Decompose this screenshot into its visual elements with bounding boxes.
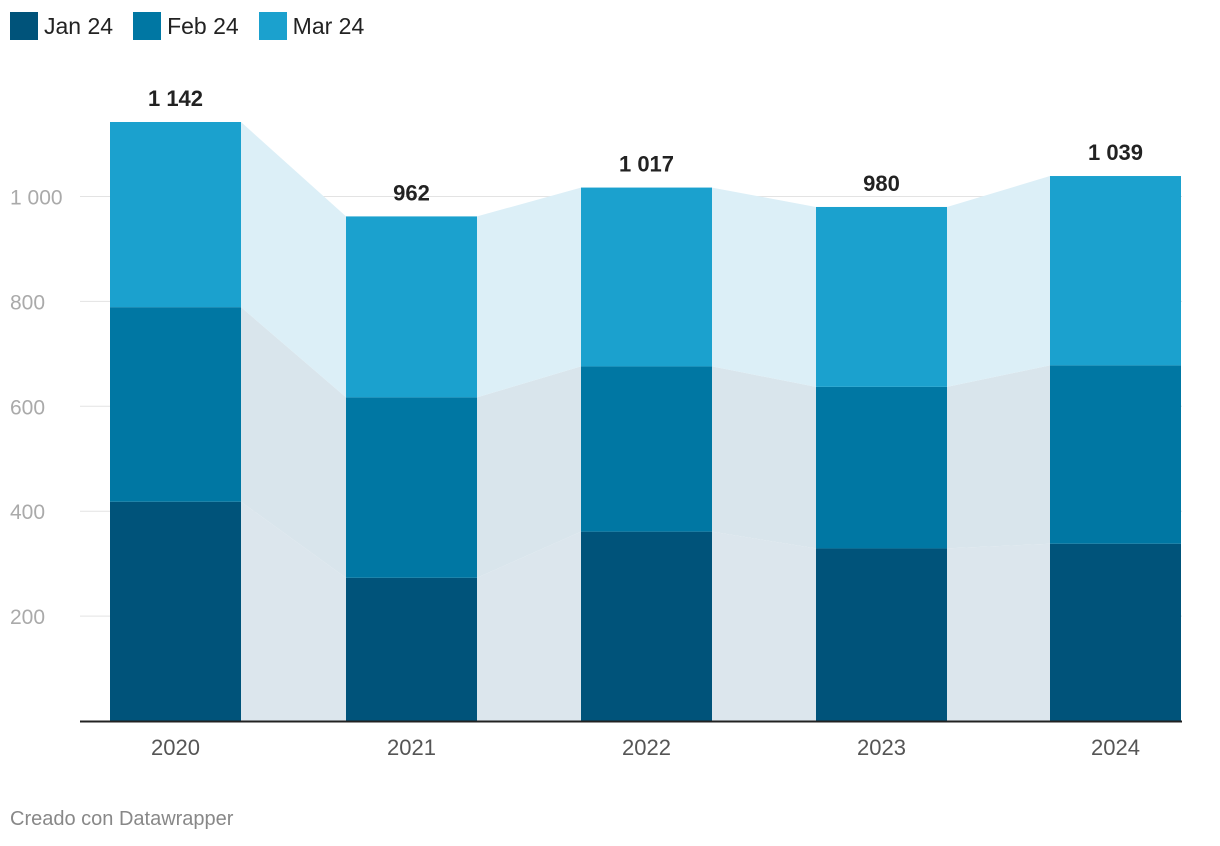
y-tick-label-800: 800: [10, 291, 45, 314]
x-tick-label-2024: 2024: [1091, 735, 1140, 760]
legend-label-feb-24: Feb 24: [167, 12, 239, 39]
legend-label-jan-24: Jan 24: [44, 12, 114, 39]
bar-2020-jan-24: [110, 501, 241, 721]
legend-label-mar-24: Mar 24: [292, 12, 365, 39]
legend-swatch-feb-24: [133, 12, 162, 40]
bar-2024-mar-24: [1050, 176, 1181, 366]
y-tick-label-200: 200: [10, 606, 45, 629]
bar-2023-mar-24: [816, 206, 947, 387]
connector-feb-24-2021-2022: [477, 366, 581, 578]
total-label-2022: 1 017: [619, 152, 674, 177]
connector-mar-24-2023-2024: [947, 176, 1050, 387]
legend-item-jan-24: Jan 24: [10, 12, 113, 40]
bar-2021-jan-24: [346, 577, 477, 721]
bar-2022-mar-24: [581, 187, 712, 367]
legend-item-feb-24: Feb 24: [133, 12, 239, 40]
chart-legend: Jan 24 Feb 24 Mar 24: [10, 10, 384, 42]
total-label-2021: 962: [393, 180, 430, 205]
bar-2021-feb-24: [346, 397, 477, 578]
connector-feb-24-2023-2024: [947, 365, 1050, 549]
connector-jan-24-2022-2023: [712, 531, 816, 721]
legend-swatch-mar-24: [258, 12, 287, 40]
y-tick-label-600: 600: [10, 396, 45, 419]
x-tick-label-2023: 2023: [857, 735, 906, 760]
legend-item-mar-24: Mar 24: [258, 12, 365, 40]
bar-2024-jan-24: [1050, 543, 1181, 721]
bar-2021-mar-24: [346, 216, 477, 398]
x-tick-label-2020: 2020: [151, 735, 200, 760]
credit-footer: Creado con Datawrapper: [10, 808, 234, 830]
x-tick-label-2022: 2022: [622, 735, 671, 760]
x-tick-label-2021: 2021: [387, 735, 436, 760]
connector-jan-24-2021-2022: [477, 531, 581, 721]
bar-2024-feb-24: [1050, 365, 1181, 544]
total-label-2023: 980: [863, 171, 900, 196]
y-tick-label-1000: 1 000: [10, 186, 63, 209]
connector-jan-24-2023-2024: [947, 543, 1050, 721]
connector-mar-24-2021-2022: [477, 187, 581, 398]
connector-feb-24-2022-2023: [712, 366, 816, 549]
bar-2022-jan-24: [581, 531, 712, 721]
bar-2022-feb-24: [581, 366, 712, 532]
total-label-2024: 1 039: [1088, 140, 1143, 165]
y-tick-label-400: 400: [10, 501, 45, 524]
bar-2023-jan-24: [816, 548, 947, 721]
legend-swatch-jan-24: [10, 12, 38, 40]
bar-2023-feb-24: [816, 386, 947, 549]
connector-mar-24-2020-2021: [241, 122, 346, 398]
connector-mar-24-2022-2023: [712, 187, 816, 387]
connector-jan-24-2020-2021: [241, 501, 346, 721]
total-label-2020: 1 142: [148, 86, 203, 111]
stacked-bar-chart: 200 400 600 800 1 000 1 142 2020 962 2021 1 017 20…: [10, 86, 1182, 760]
bar-2020-feb-24: [110, 307, 241, 502]
bar-2020-mar-24: [110, 122, 241, 308]
